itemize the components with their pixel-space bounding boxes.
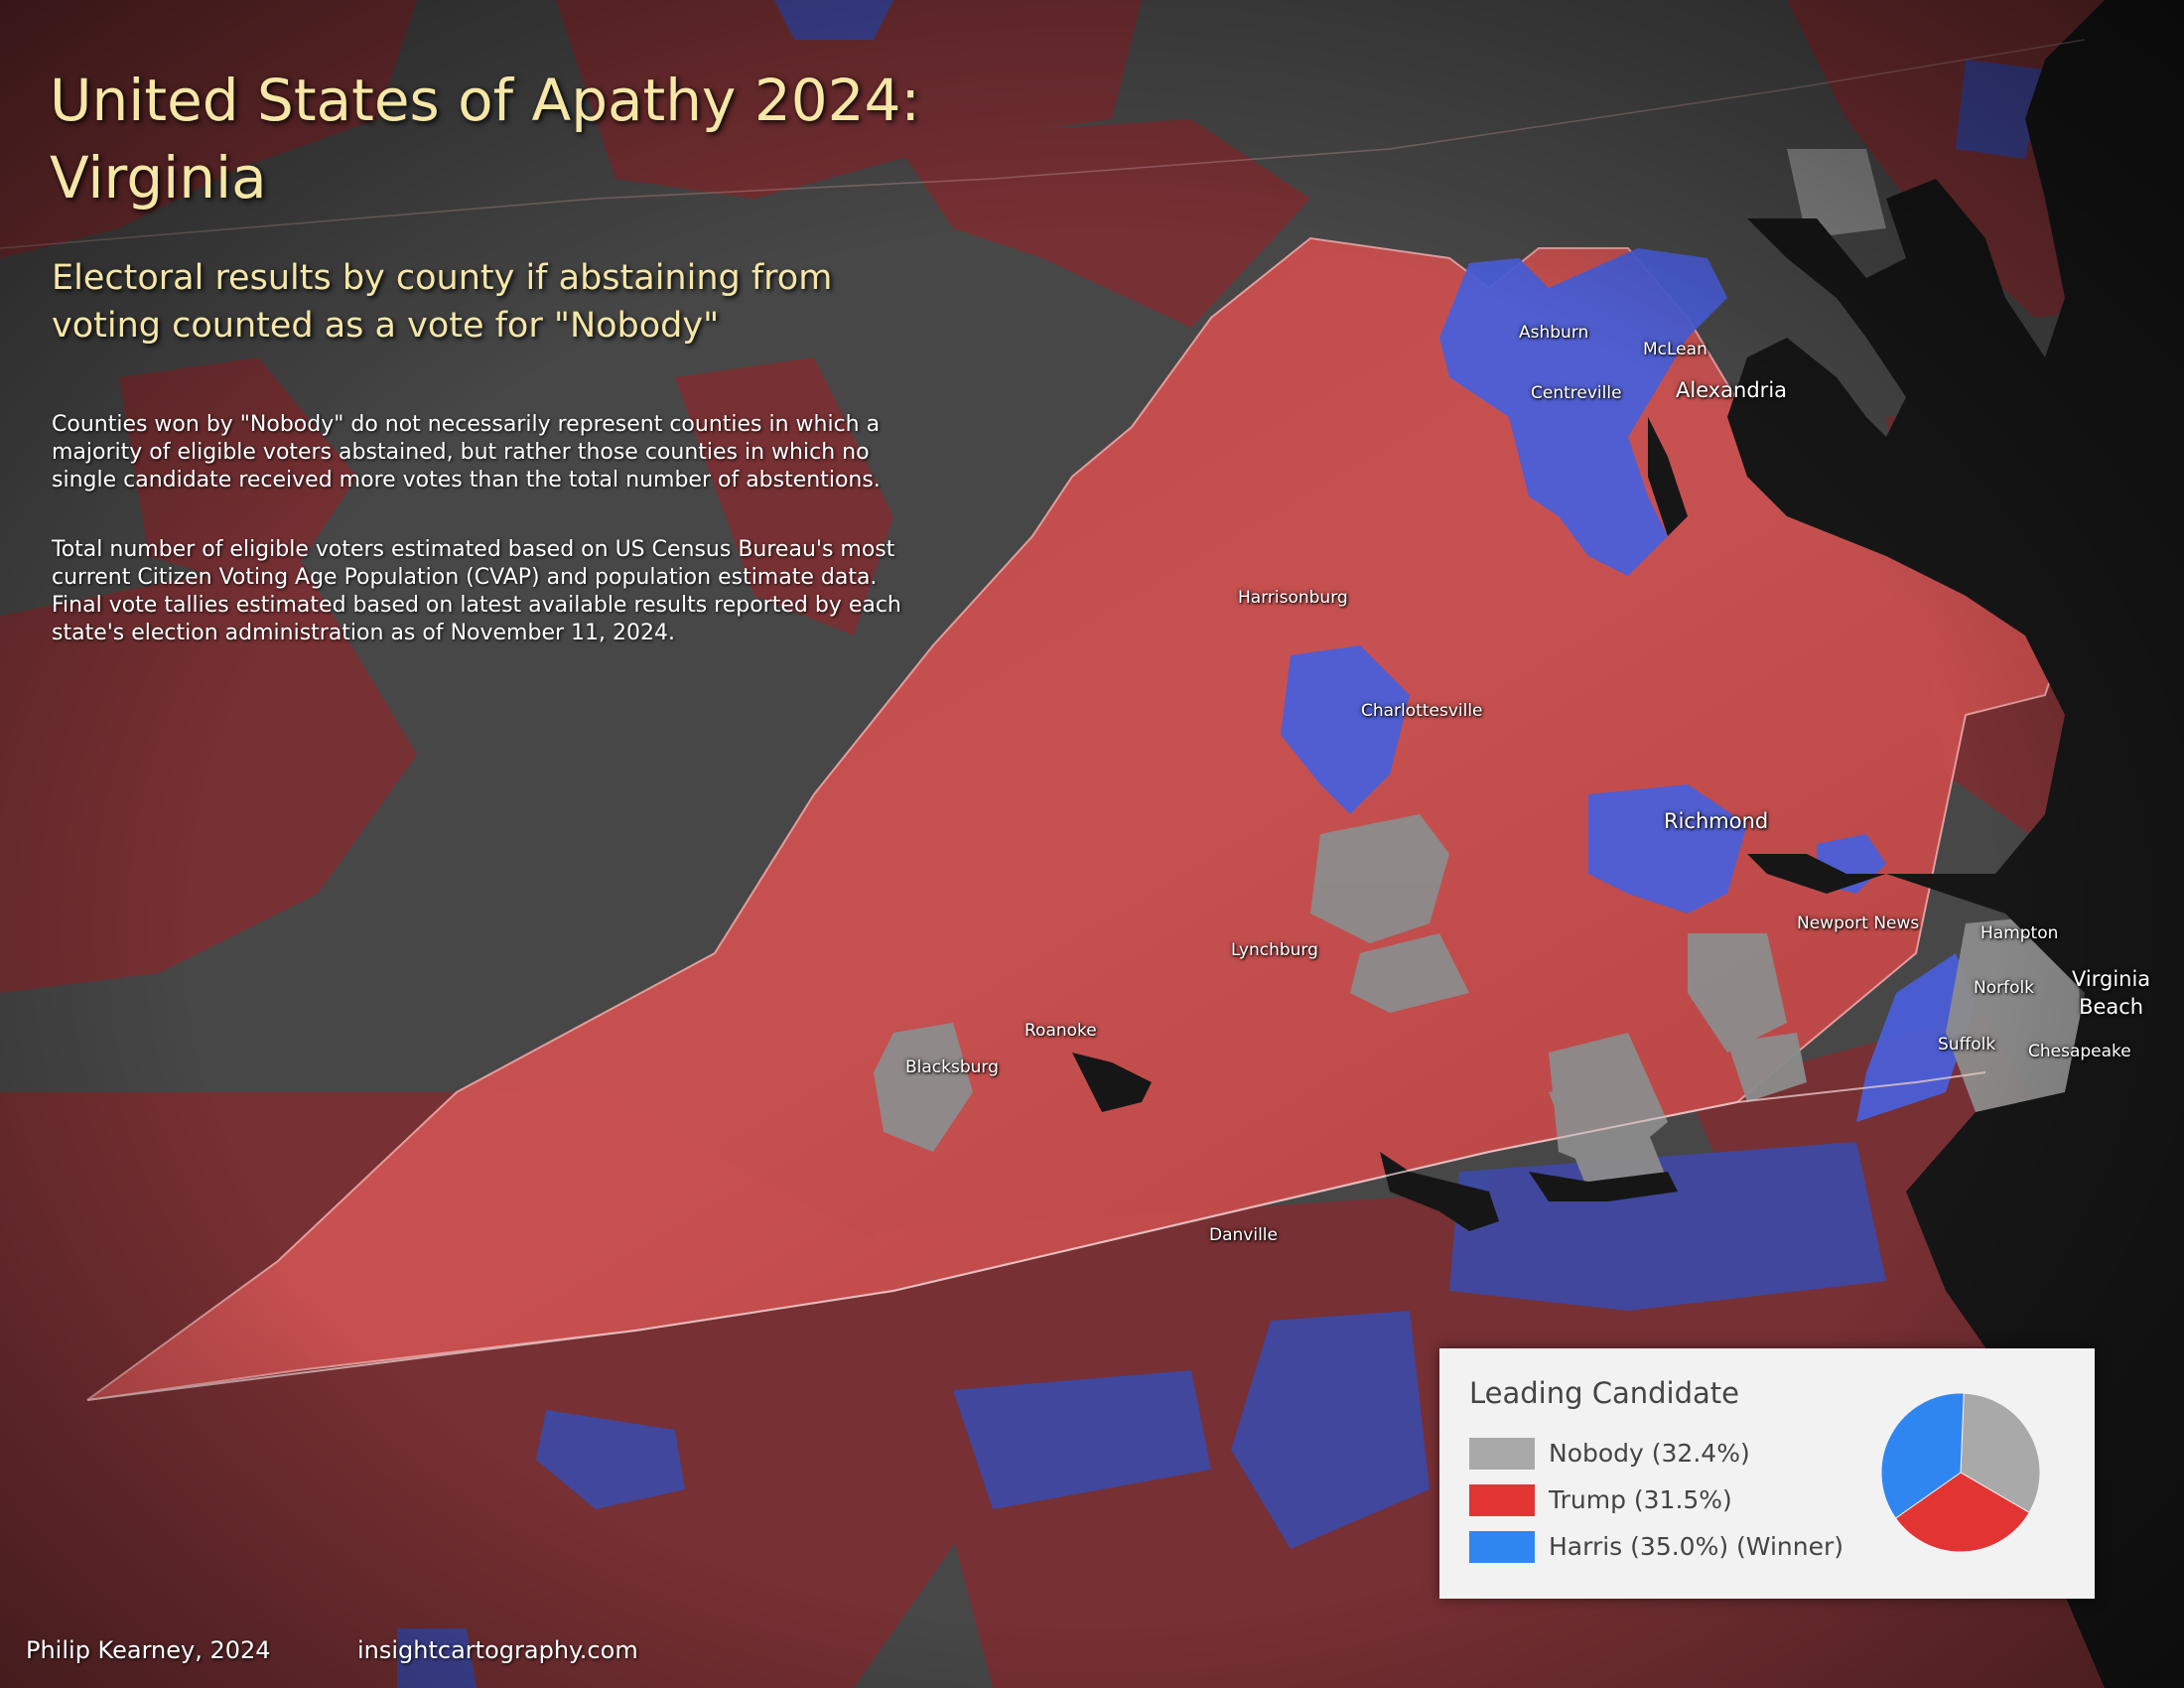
methodology-note-1: Counties won by "Nobody" do not necessar… (52, 412, 881, 492)
city-label-chesapeake: Chesapeake (2028, 1042, 2131, 1061)
city-label-virginia-beach-line-1: Virginia (2072, 967, 2151, 991)
city-label-lynchburg: Lynchburg (1231, 940, 1318, 960)
legend-label-harris: Harris (35.0%) (Winner) (1549, 1532, 1843, 1561)
map-title: United States of Apathy 2024: Virginia (50, 62, 920, 216)
city-label-alexandria: Alexandria (1676, 378, 1788, 402)
city-label-mclean: McLean (1643, 340, 1707, 359)
website-credit: insightcartography.com (357, 1636, 638, 1664)
city-label-ashburn: Ashburn (1519, 323, 1589, 343)
city-label-newport-news: Newport News (1797, 914, 1920, 933)
city-label-suffolk: Suffolk (1938, 1035, 1996, 1055)
legend-swatch-nobody (1469, 1438, 1535, 1470)
city-label-richmond: Richmond (1664, 809, 1769, 833)
city-label-hampton: Hampton (1980, 923, 2059, 943)
city-label-virginia-beach-line-2: Beach (2079, 995, 2144, 1019)
city-label-charlottesville: Charlottesville (1361, 701, 1483, 721)
author-credit: Philip Kearney, 2024 (26, 1636, 271, 1664)
legend-label-trump: Trump (31.5%) (1549, 1485, 1732, 1514)
legend-label-nobody: Nobody (32.4%) (1549, 1439, 1750, 1468)
legend-panel: Leading Candidate Nobody (32.4%) Trump (… (1439, 1348, 2095, 1599)
legend-swatch-harris (1469, 1531, 1535, 1563)
pie-slice-nobody (1960, 1392, 2041, 1513)
city-label-danville: Danville (1209, 1225, 1278, 1245)
city-label-harrisonburg: Harrisonburg (1238, 588, 1348, 608)
map-title-line-1: United States of Apathy 2024: (50, 67, 920, 134)
city-label-roanoke: Roanoke (1024, 1021, 1097, 1041)
city-label-blacksburg: Blacksburg (905, 1057, 999, 1077)
legend-pie-chart (1880, 1392, 2041, 1553)
legend-title: Leading Candidate (1469, 1376, 1739, 1410)
methodology-note-2: Total number of eligible voters estimate… (52, 537, 901, 645)
city-label-centreville: Centreville (1531, 383, 1622, 403)
pie-slice-harris (1880, 1392, 1965, 1519)
legend-swatch-trump (1469, 1484, 1535, 1516)
map-subtitle: Electoral results by county if abstainin… (52, 258, 833, 346)
city-label-norfolk: Norfolk (1974, 978, 2035, 998)
pie-slice-trump (1894, 1472, 2030, 1553)
city-label-virginia-beach: Virginia Beach (2072, 965, 2150, 1021)
map-title-line-2: Virginia (50, 144, 267, 211)
